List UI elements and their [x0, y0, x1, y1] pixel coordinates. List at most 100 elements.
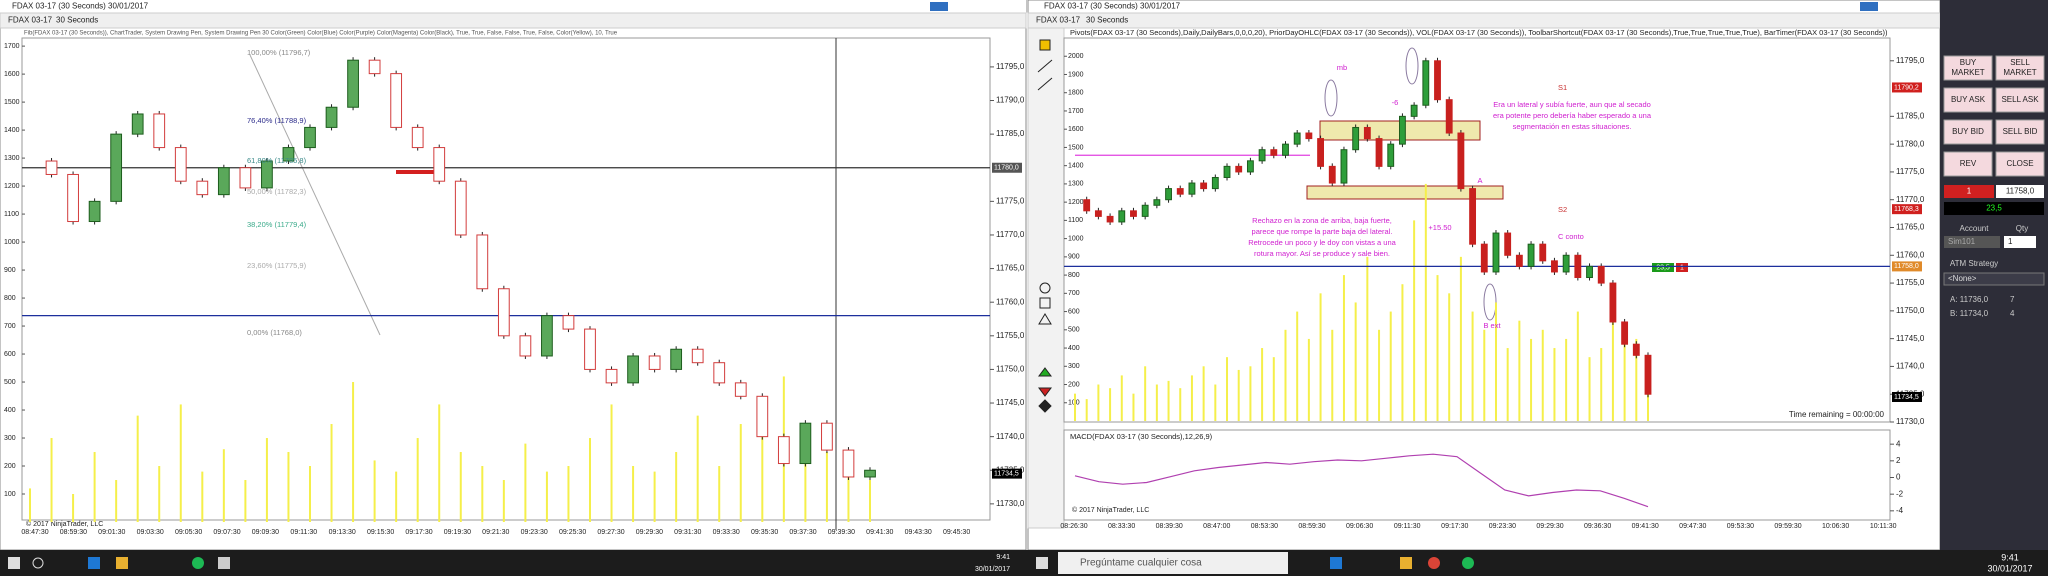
annotation: segmentación en estas situaciones. [1513, 122, 1632, 131]
x-tick-label: 08:47:00 [1203, 523, 1230, 530]
x-tick-label: 08:59:30 [60, 529, 87, 536]
candle-body [1399, 115, 1406, 145]
x-tick-label: 09:59:30 [1774, 523, 1801, 530]
volume-bar [1483, 329, 1486, 421]
pnl-box [1944, 202, 2044, 215]
buy-ask-button[interactable] [1943, 87, 1993, 113]
volume-bar [93, 452, 96, 522]
candle-body [1363, 126, 1371, 140]
candle-body [777, 436, 790, 465]
buy-bid-button[interactable] [1943, 119, 1993, 145]
atm-value: <None> [1948, 274, 1977, 283]
position-pnl-box [1652, 263, 1674, 272]
volume-tick-label: 100 [4, 491, 16, 498]
x-tick-label: 09:01:30 [98, 529, 125, 536]
annotation: 50,00% (11782,3) [247, 187, 307, 196]
sell-market-button[interactable] [1995, 55, 2045, 81]
y-tick-label: 11770,0 [996, 230, 1025, 239]
volume-bar [632, 466, 635, 522]
volume-bar [696, 415, 699, 522]
volume-bar [739, 424, 742, 522]
volume-bar [1401, 284, 1404, 421]
candle-body [1223, 165, 1231, 178]
instrument-selector[interactable]: FDAX 03-17 [1036, 16, 1081, 25]
candle-body [454, 180, 467, 236]
candle-body [347, 59, 359, 108]
volume-bar [158, 466, 161, 522]
candle-body [691, 348, 704, 364]
window-badge [930, 2, 948, 11]
volume-bar [1144, 366, 1147, 421]
account-select[interactable] [1944, 236, 2000, 248]
buy-market-button[interactable] [1943, 55, 1993, 81]
copyright: © 2017 NinjaTrader, LLC [26, 520, 103, 528]
candle-body [153, 113, 166, 149]
qty-input[interactable] [2004, 236, 2036, 248]
highlight [1324, 79, 1338, 117]
search-box[interactable] [1058, 552, 1288, 574]
x-tick-label: 09:11:30 [290, 529, 317, 536]
drawing-tools[interactable] [1037, 39, 1053, 413]
candle-body [799, 422, 812, 465]
candle-body [1457, 132, 1465, 190]
clock-time: 9:41 [2001, 552, 2019, 562]
x-tick-label: 09:23:30 [1489, 523, 1516, 530]
candle-body [196, 180, 209, 196]
close-button[interactable] [1995, 151, 2045, 177]
taskbar-icons[interactable] [8, 557, 1474, 569]
candle-body [1492, 232, 1500, 273]
volume-bar [1202, 366, 1205, 421]
candle-body [325, 106, 338, 128]
volume-bar [1530, 338, 1533, 421]
volume-bar [1471, 311, 1474, 421]
volume-bar [1272, 357, 1275, 421]
x-tick-label: 09:03:30 [137, 529, 164, 536]
y-tick-label: 11755,0 [1896, 278, 1925, 287]
price-badge-label: 11734,5 [1894, 394, 1919, 401]
volume-bar [1635, 338, 1638, 421]
x-tick-label: 10:11:30 [1870, 523, 1897, 530]
qty-input-value: 1 [2008, 237, 2013, 246]
annotation: -6 [1392, 98, 1399, 107]
y-tick-label: 11740,0 [1896, 362, 1925, 371]
volume-bar [115, 480, 118, 522]
volume-bar [869, 480, 871, 522]
interval-selector[interactable]: 30 Seconds [1086, 16, 1128, 25]
volume-tick-label: 400 [4, 407, 16, 414]
sell-bid-button[interactable] [1995, 119, 2045, 145]
volume-bar [567, 466, 570, 522]
volume-bar [1155, 384, 1158, 421]
candle-body [864, 469, 876, 478]
volume-bar [481, 466, 484, 522]
candle-body [1258, 149, 1266, 162]
rev-button[interactable] [1943, 151, 1993, 177]
y-tick-label: 11750,0 [1896, 306, 1925, 315]
sell-ask-button[interactable] [1995, 87, 2045, 113]
candle-body [1434, 60, 1441, 101]
candle-body [1621, 321, 1629, 345]
x-tick-label: 09:13:30 [329, 529, 356, 536]
x-tick-label: 09:21:30 [482, 529, 509, 536]
volume-bar [1494, 302, 1497, 421]
ask-size: 7 [2010, 295, 2015, 304]
x-tick-label: 09:37:30 [789, 529, 816, 536]
volume-bar [1132, 393, 1135, 421]
candle-body [648, 355, 661, 370]
button-label: SELL ASK [2001, 95, 2039, 104]
candle-body [627, 355, 639, 384]
taskbar [0, 550, 2048, 576]
candle-body [1469, 188, 1477, 245]
x-tick-label: 09:23:30 [521, 529, 548, 536]
x-tick-label: 09:45:30 [943, 529, 970, 536]
price-badge-label: 11780,0 [994, 165, 1019, 172]
interval-selector[interactable]: 30 Seconds [56, 16, 98, 25]
instrument-selector[interactable]: FDAX 03-17 [8, 16, 53, 25]
volume-bar [1074, 393, 1076, 421]
highlight [1405, 47, 1419, 85]
y-tick-label: 11795,0 [1896, 56, 1925, 65]
volume-bar [1413, 220, 1416, 421]
volume-bar [1261, 348, 1264, 421]
x-tick-label: 09:29:30 [1536, 523, 1563, 530]
atm-select[interactable] [1943, 272, 2045, 286]
candle-body [1551, 260, 1558, 273]
